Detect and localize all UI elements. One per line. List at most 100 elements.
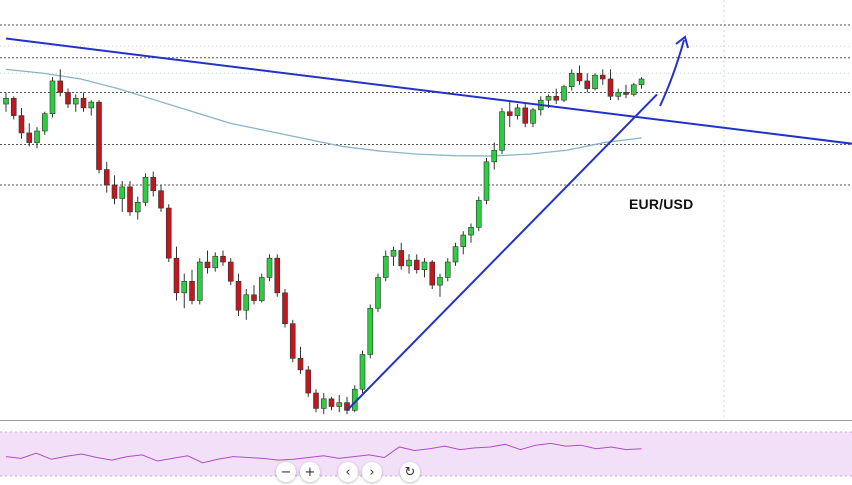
bearish-candle-body [235, 280, 242, 311]
candle [514, 104, 521, 120]
candle [142, 173, 149, 207]
minus-icon: − [280, 464, 292, 480]
candle [506, 100, 513, 128]
bearish-candle-body [80, 97, 87, 109]
bearish-candle-body [305, 369, 312, 394]
bullish-candle-body [390, 250, 397, 257]
scroll-right-button[interactable]: › [362, 462, 382, 482]
bearish-candle-body [65, 92, 71, 105]
bearish-candle-body [274, 257, 281, 294]
candle [72, 94, 79, 112]
candle [181, 273, 188, 309]
bearish-candle-body [189, 280, 195, 301]
bullish-candle-body [382, 255, 389, 278]
candle [173, 246, 180, 301]
scroll-left-button[interactable]: ‹ [338, 462, 358, 482]
candle [251, 285, 257, 305]
candle [522, 104, 529, 128]
candle [3, 92, 9, 112]
bullish-candle-body [320, 398, 327, 409]
bullish-candle-body [514, 107, 521, 116]
candle [305, 366, 312, 397]
candle [212, 252, 219, 272]
reset-chart-button[interactable]: ↻ [400, 462, 420, 482]
candle [592, 73, 598, 91]
bearish-candle-body [18, 115, 25, 134]
bullish-candle-body [475, 200, 482, 228]
breakout-arrow-head [675, 35, 689, 49]
pair-label: EUR/USD [629, 196, 694, 212]
candle [390, 246, 397, 266]
bearish-candle-body [282, 292, 288, 324]
bearish-candle-body [173, 257, 180, 294]
bearish-candle-body [251, 294, 257, 301]
bullish-candle-body [452, 246, 459, 263]
candle [289, 319, 296, 363]
candle [460, 231, 467, 255]
bullish-candle-body [592, 74, 598, 89]
candle [127, 181, 133, 216]
candle [553, 88, 560, 105]
moving-average-line [5, 68, 642, 157]
bearish-candle-body [57, 80, 64, 93]
bullish-candle-body [266, 257, 273, 278]
candle [65, 88, 71, 108]
candle [80, 92, 87, 112]
bearish-candle-body [553, 96, 560, 101]
candle [615, 88, 622, 101]
candle [359, 350, 366, 394]
bearish-candle-body [623, 92, 629, 95]
bullish-candle-body [468, 227, 474, 236]
rsi-band [0, 432, 852, 476]
bearish-candle-body [607, 78, 614, 97]
breakout-arrow [659, 39, 685, 107]
candle [413, 254, 420, 274]
candle [41, 111, 48, 135]
chevron-right-icon: › [369, 464, 375, 480]
bullish-candle-body [196, 261, 203, 301]
bullish-candle-body [561, 86, 567, 101]
bullish-candle-body [134, 201, 141, 213]
candle [204, 250, 211, 274]
chart-controls: − + ‹ › ↻ [276, 461, 420, 483]
candle [429, 260, 436, 289]
bearish-candle-body [413, 259, 420, 271]
bullish-candle-body [34, 130, 40, 143]
bearish-candle-body [111, 184, 118, 199]
bullish-candle-body [3, 97, 9, 105]
candle [10, 96, 17, 120]
candle [483, 157, 490, 205]
candle [266, 254, 273, 282]
bullish-candle-body [530, 109, 536, 124]
bullish-candle-body [41, 113, 48, 132]
candle [398, 242, 405, 270]
bearish-candle-body [289, 323, 296, 359]
rsi-panel [0, 431, 852, 477]
candle [328, 396, 335, 411]
candle [119, 181, 126, 212]
candle [452, 242, 459, 266]
bullish-candle-body [499, 111, 505, 151]
bullish-candle-body [49, 80, 56, 114]
candle [568, 69, 575, 91]
candle [227, 258, 234, 286]
bearish-candle-body [297, 358, 304, 371]
candle [468, 223, 474, 243]
candle [336, 394, 343, 413]
bearish-candle-body [220, 255, 226, 263]
bearish-candle-body [165, 207, 172, 259]
bullish-candle-body [444, 261, 451, 278]
bullish-candle-body [119, 186, 126, 199]
bearish-candle-body [103, 169, 110, 186]
candle [351, 385, 358, 413]
candle [491, 142, 498, 170]
bearish-candle-body [313, 392, 319, 409]
zoom-in-button[interactable]: + [300, 462, 320, 482]
chevron-left-icon: ‹ [345, 464, 351, 480]
bullish-candle-body [359, 354, 366, 390]
candle [437, 273, 443, 297]
zoom-out-button[interactable]: − [276, 462, 296, 482]
bullish-candle-body [367, 307, 374, 355]
rsi-line [5, 442, 642, 464]
bearish-candle-body [96, 101, 102, 170]
